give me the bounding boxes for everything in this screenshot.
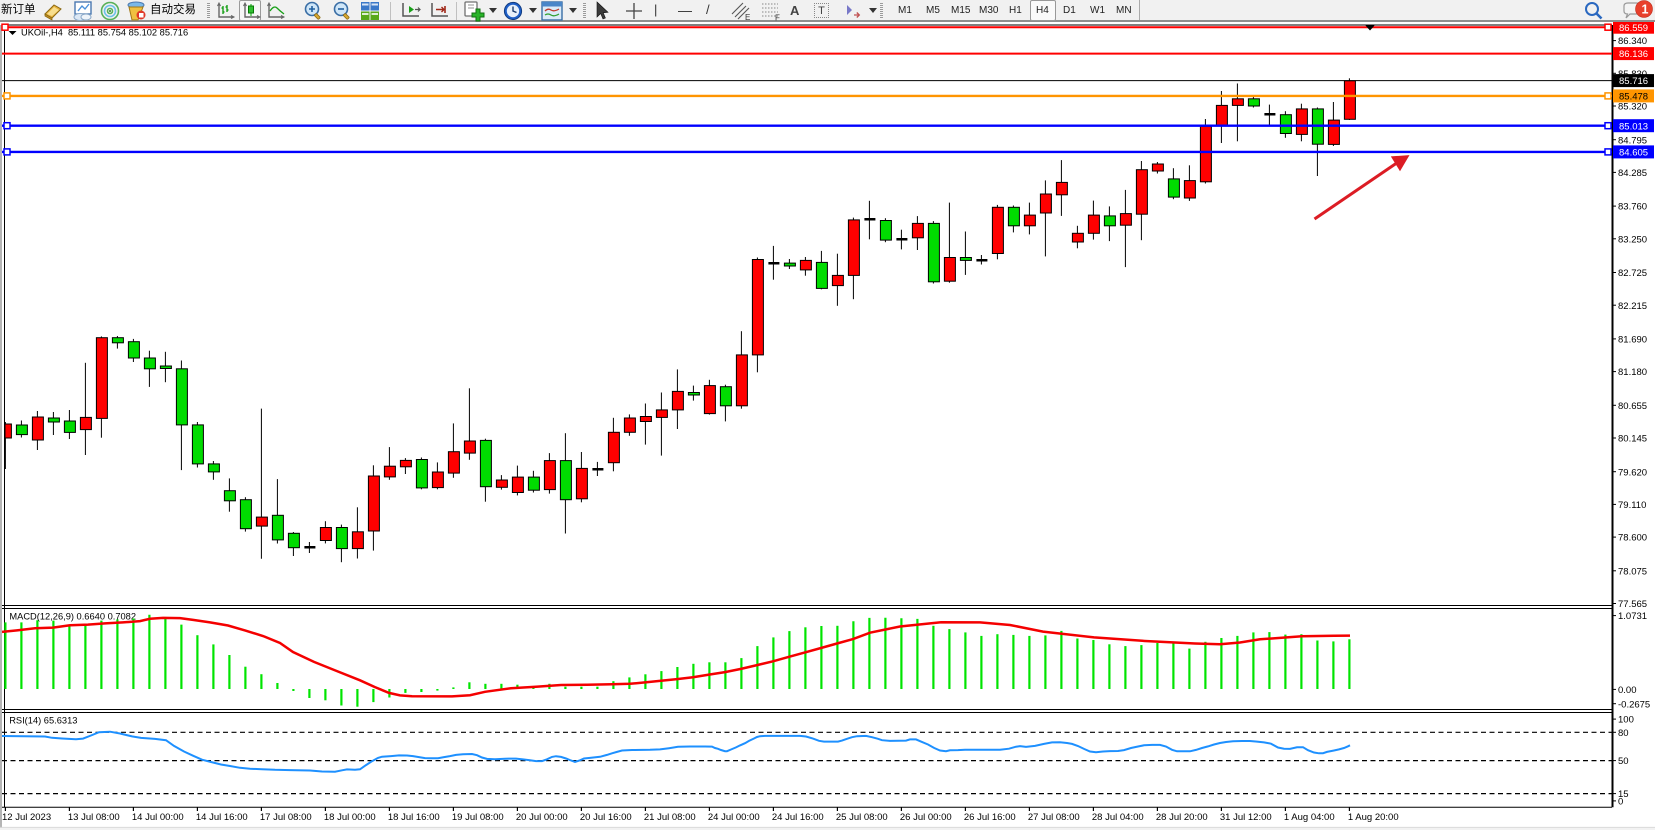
svg-text:F: F (775, 14, 780, 22)
svg-text:20 Jul 00:00: 20 Jul 00:00 (516, 812, 568, 823)
svg-text:79.110: 79.110 (1618, 500, 1646, 511)
svg-text:85.478: 85.478 (1619, 92, 1648, 103)
svg-text:18 Jul 16:00: 18 Jul 16:00 (388, 812, 440, 823)
svg-text:81.690: 81.690 (1618, 335, 1647, 346)
svg-text:82.215: 82.215 (1618, 301, 1647, 312)
svg-text:21 Jul 08:00: 21 Jul 08:00 (644, 812, 696, 823)
svg-text:MACD(12,26,9) 0.6640 0.7082: MACD(12,26,9) 0.6640 0.7082 (9, 612, 136, 622)
svg-text:82.725: 82.725 (1618, 268, 1647, 279)
svg-text:84.285: 84.285 (1618, 168, 1647, 179)
svg-text:12 Jul 2023: 12 Jul 2023 (2, 812, 51, 823)
svg-text:81.180: 81.180 (1618, 367, 1647, 378)
svg-text:25 Jul 08:00: 25 Jul 08:00 (836, 812, 888, 823)
svg-text:19 Jul 08:00: 19 Jul 08:00 (452, 812, 504, 823)
svg-text:80: 80 (1618, 728, 1629, 739)
svg-text:26 Jul 00:00: 26 Jul 00:00 (900, 812, 952, 823)
svg-text:50: 50 (1618, 756, 1629, 767)
svg-text:1: 1 (1642, 3, 1649, 17)
svg-text:84.795: 84.795 (1618, 135, 1647, 146)
svg-text:-0.2675: -0.2675 (1618, 699, 1650, 710)
svg-text:24 Jul 16:00: 24 Jul 16:00 (772, 812, 824, 823)
svg-text:86.340: 86.340 (1618, 36, 1647, 47)
svg-text:80.655: 80.655 (1618, 401, 1647, 412)
svg-text:1.0731: 1.0731 (1618, 611, 1647, 622)
svg-text:86.559: 86.559 (1619, 23, 1648, 34)
svg-text:77.565: 77.565 (1618, 599, 1647, 610)
svg-text:27 Jul 08:00: 27 Jul 08:00 (1028, 812, 1080, 823)
svg-text:85.320: 85.320 (1618, 102, 1647, 113)
svg-text:1 Aug 04:00: 1 Aug 04:00 (1284, 812, 1335, 823)
svg-text:0: 0 (1618, 797, 1623, 808)
svg-text:13 Jul 08:00: 13 Jul 08:00 (68, 812, 120, 823)
svg-text:14 Jul 16:00: 14 Jul 16:00 (196, 812, 248, 823)
svg-text:RSI(14) 65.6313: RSI(14) 65.6313 (9, 715, 77, 725)
svg-text:14 Jul 00:00: 14 Jul 00:00 (132, 812, 184, 823)
svg-text:78.600: 78.600 (1618, 533, 1647, 544)
svg-text:26 Jul 16:00: 26 Jul 16:00 (964, 812, 1016, 823)
svg-text:83.250: 83.250 (1618, 234, 1647, 245)
svg-text:85.716: 85.716 (1619, 76, 1648, 87)
svg-text:84.605: 84.605 (1619, 148, 1648, 159)
svg-text:15: 15 (1618, 789, 1629, 800)
svg-text:100: 100 (1618, 715, 1634, 726)
svg-text:20 Jul 16:00: 20 Jul 16:00 (580, 812, 632, 823)
svg-text:1 Aug 20:00: 1 Aug 20:00 (1348, 812, 1399, 823)
svg-text:18 Jul 00:00: 18 Jul 00:00 (324, 812, 376, 823)
svg-text:79.620: 79.620 (1618, 467, 1647, 478)
svg-text:24 Jul 00:00: 24 Jul 00:00 (708, 812, 760, 823)
svg-text:85.013: 85.013 (1619, 121, 1648, 132)
svg-text:28 Jul 20:00: 28 Jul 20:00 (1156, 812, 1208, 823)
svg-text:78.075: 78.075 (1618, 566, 1647, 577)
svg-text:UKOil-,H4 85.111 85.754 85.10: UKOil-,H4 85.111 85.754 85.102 85.716 (21, 28, 188, 38)
svg-text:28 Jul 04:00: 28 Jul 04:00 (1092, 812, 1144, 823)
svg-text:0.00: 0.00 (1618, 685, 1637, 696)
svg-text:E: E (745, 13, 750, 21)
svg-text:80.145: 80.145 (1618, 434, 1647, 445)
svg-text:17 Jul 08:00: 17 Jul 08:00 (260, 812, 312, 823)
svg-text:31 Jul 12:00: 31 Jul 12:00 (1220, 812, 1272, 823)
svg-text:83.760: 83.760 (1618, 202, 1647, 213)
svg-text:86.136: 86.136 (1619, 49, 1648, 60)
